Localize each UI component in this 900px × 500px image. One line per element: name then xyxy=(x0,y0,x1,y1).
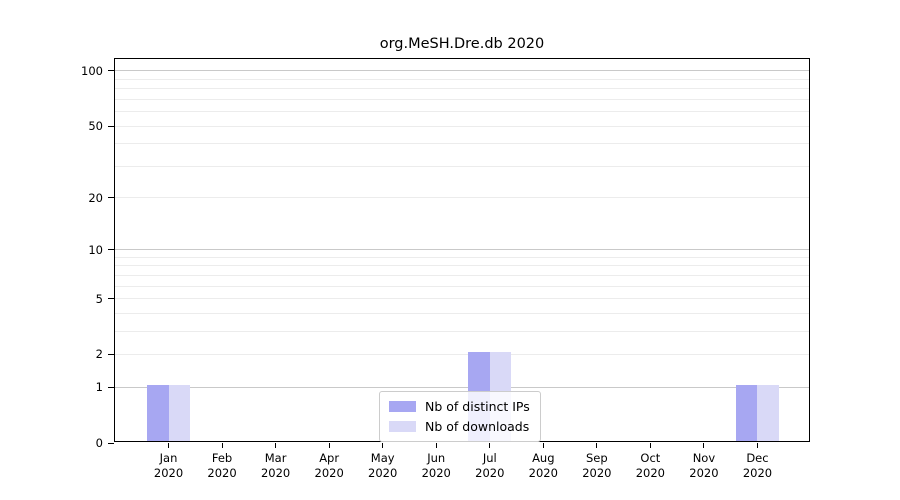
legend-swatch xyxy=(389,421,416,432)
y-tick-label: 0 xyxy=(95,436,103,450)
y-tick-label: 20 xyxy=(88,190,103,205)
x-tick-year: 2020 xyxy=(635,466,666,480)
x-tick-label: Jul 2020 xyxy=(460,451,520,481)
x-tick-month: Oct xyxy=(640,451,661,465)
y-tick xyxy=(108,353,114,355)
x-tick-year: 2020 xyxy=(421,466,451,480)
x-tick xyxy=(328,443,330,448)
x-tick-month: Aug xyxy=(532,451,555,465)
minor-gridline xyxy=(115,265,809,267)
x-tick-label: Jun 2020 xyxy=(406,451,466,481)
bar-jan-downloads xyxy=(168,385,190,441)
x-tick-year: 2020 xyxy=(153,466,184,480)
minor-gridline xyxy=(115,125,809,127)
x-tick xyxy=(756,443,758,448)
x-tick-label: Dec 2020 xyxy=(727,451,787,481)
x-tick xyxy=(221,443,223,448)
chart-title: org.MeSH.Dre.db 2020 xyxy=(379,36,545,52)
x-tick-month: Jun xyxy=(427,451,446,465)
y-tick xyxy=(108,386,114,388)
x-tick xyxy=(435,443,437,448)
minor-gridline xyxy=(115,88,809,90)
y-tick xyxy=(108,298,114,300)
x-tick-year: 2020 xyxy=(314,466,344,480)
minor-gridline xyxy=(115,256,809,258)
x-tick-year: 2020 xyxy=(528,466,558,480)
x-tick xyxy=(542,443,544,448)
y-tick-label: 2 xyxy=(95,347,103,362)
y-tick xyxy=(108,125,114,127)
minor-gridline xyxy=(115,353,809,355)
major-gridline xyxy=(115,70,809,72)
bar-dec-ips xyxy=(736,385,758,441)
legend-label: Nb of distinct IPs xyxy=(425,399,530,414)
minor-gridline xyxy=(115,274,809,276)
x-tick-label: Nov 2020 xyxy=(674,451,734,481)
major-gridline xyxy=(115,249,809,251)
bar-dec-downloads xyxy=(757,385,779,441)
y-tick xyxy=(108,70,114,72)
x-tick-label: Aug 2020 xyxy=(513,451,573,481)
x-tick xyxy=(649,443,651,448)
x-tick-year: 2020 xyxy=(689,466,719,480)
y-tick-label: 5 xyxy=(95,291,103,306)
x-tick-label: Mar 2020 xyxy=(246,451,306,481)
x-tick-label: Apr 2020 xyxy=(299,451,359,481)
bar-jan-ips xyxy=(147,385,169,441)
minor-gridline xyxy=(115,298,809,300)
x-tick xyxy=(596,443,598,448)
x-tick-month: Dec xyxy=(746,451,769,465)
legend-label: Nb of downloads xyxy=(425,419,530,434)
x-tick-month: Sep xyxy=(586,451,608,465)
legend-swatch xyxy=(389,401,416,412)
x-tick xyxy=(168,443,170,448)
major-gridline xyxy=(115,386,809,388)
minor-gridline xyxy=(115,78,809,80)
x-tick-label: Sep 2020 xyxy=(567,451,627,481)
x-tick-label: Oct 2020 xyxy=(620,451,680,481)
legend: Nb of distinct IPs Nb of downloads xyxy=(379,391,541,442)
y-tick-label: 100 xyxy=(81,63,103,78)
x-tick-year: 2020 xyxy=(475,466,505,480)
x-tick-year: 2020 xyxy=(742,466,773,480)
x-tick-month: May xyxy=(370,451,395,465)
x-tick-label: Feb 2020 xyxy=(192,451,252,481)
x-tick xyxy=(382,443,384,448)
x-tick-year: 2020 xyxy=(260,466,291,480)
minor-gridline xyxy=(115,165,809,167)
x-tick-label: Jan 2020 xyxy=(139,451,199,481)
y-tick-label: 10 xyxy=(88,242,103,257)
y-tick xyxy=(108,442,114,444)
x-tick-month: Mar xyxy=(264,451,287,465)
x-tick-month: Feb xyxy=(211,451,233,465)
x-tick-month: Jan xyxy=(159,451,178,465)
minor-gridline xyxy=(115,330,809,332)
plot-area: 0 1 2 5 10 20 50 100 Jan 2020 Feb 2020 Mar 2020 Apr 202… xyxy=(81,58,810,480)
y-tick xyxy=(108,197,114,199)
x-tick-year: 2020 xyxy=(207,466,237,480)
x-tick-month: Nov xyxy=(692,451,716,465)
minor-gridline xyxy=(115,197,809,199)
y-tick xyxy=(108,249,114,251)
minor-gridline xyxy=(115,111,809,113)
minor-gridline xyxy=(115,98,809,100)
x-tick-month: Apr xyxy=(319,451,340,465)
x-tick-label: May 2020 xyxy=(353,451,413,481)
minor-gridline xyxy=(115,285,809,287)
x-tick-month: Jul xyxy=(482,451,497,465)
minor-gridline xyxy=(115,143,809,145)
y-tick-label: 1 xyxy=(95,380,103,395)
minor-gridline xyxy=(115,312,809,314)
y-tick-label: 50 xyxy=(88,119,103,134)
x-tick xyxy=(489,443,491,448)
x-tick-year: 2020 xyxy=(368,466,398,480)
legend-entry: Nb of distinct IPs xyxy=(389,399,530,414)
legend-entry: Nb of downloads xyxy=(389,419,530,434)
x-tick-year: 2020 xyxy=(582,466,612,480)
x-tick xyxy=(275,443,277,448)
x-tick xyxy=(703,443,705,448)
